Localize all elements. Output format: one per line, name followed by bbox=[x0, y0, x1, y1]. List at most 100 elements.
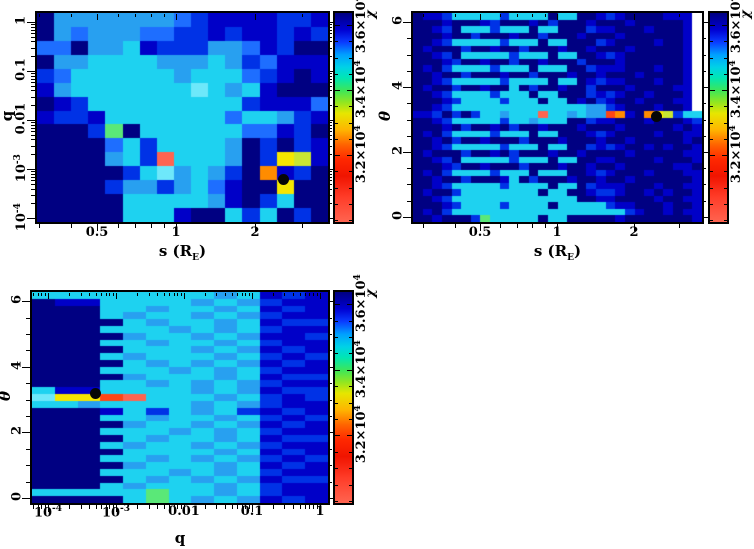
x-title-text: s (R bbox=[533, 242, 568, 260]
axis-tick bbox=[330, 184, 332, 185]
axis-tick bbox=[330, 449, 332, 450]
axis-tick bbox=[284, 505, 285, 509]
axis-tick bbox=[347, 90, 352, 91]
axis-tick bbox=[335, 468, 338, 469]
axis-tick bbox=[31, 76, 35, 77]
axis-tick bbox=[403, 87, 411, 88]
axis-tick bbox=[31, 146, 35, 147]
axis-tick bbox=[349, 419, 352, 420]
axis-tick bbox=[89, 505, 90, 509]
axis-tick bbox=[284, 293, 285, 296]
axis-tick bbox=[118, 224, 119, 228]
axis-tick bbox=[545, 224, 546, 228]
axis-tick bbox=[349, 337, 352, 338]
axis-tick bbox=[704, 103, 706, 104]
x-tick-label: 0.1 bbox=[240, 504, 264, 519]
y-tick-label: 10-4 bbox=[12, 203, 30, 232]
axis-tick bbox=[704, 120, 706, 121]
colorbar-q-vs-s bbox=[333, 11, 354, 224]
axis-tick bbox=[349, 220, 352, 221]
colorbar-tick-label: 3.6×104 bbox=[353, 0, 370, 54]
x-tick-label: 0.5 bbox=[85, 225, 109, 240]
axis-tick bbox=[349, 386, 352, 387]
axis-tick bbox=[135, 224, 136, 228]
axis-tick bbox=[69, 293, 70, 296]
axis-tick bbox=[349, 403, 352, 404]
axis-tick bbox=[423, 14, 424, 17]
axis-tick bbox=[500, 14, 501, 17]
axis-tick bbox=[349, 171, 352, 172]
axis-tick bbox=[330, 146, 332, 147]
heatmap-q-vs-s bbox=[37, 13, 328, 222]
axis-tick bbox=[335, 171, 338, 172]
axis-tick bbox=[704, 22, 709, 23]
axis-tick bbox=[407, 184, 411, 185]
axis-tick bbox=[31, 128, 35, 129]
axis-tick bbox=[330, 318, 332, 319]
axis-tick bbox=[335, 123, 338, 124]
axis-tick bbox=[255, 14, 256, 20]
axis-tick bbox=[39, 224, 40, 228]
axis-tick bbox=[517, 224, 518, 228]
axis-tick bbox=[31, 37, 35, 38]
axis-tick bbox=[335, 386, 338, 387]
axis-tick bbox=[26, 400, 30, 401]
axis-tick bbox=[48, 505, 49, 512]
axis-tick bbox=[330, 189, 332, 190]
axis-tick bbox=[31, 73, 35, 74]
axis-tick bbox=[330, 131, 332, 132]
axis-tick bbox=[252, 293, 253, 299]
axis-tick bbox=[704, 168, 706, 169]
colorbar-tick-label: 3.4×104 bbox=[352, 340, 370, 399]
axis-tick bbox=[302, 224, 303, 228]
axis-tick bbox=[81, 293, 82, 296]
axis-tick bbox=[423, 224, 424, 228]
axis-tick bbox=[330, 174, 332, 175]
axis-tick bbox=[71, 224, 72, 228]
axis-tick bbox=[330, 195, 332, 196]
axis-tick bbox=[232, 293, 233, 296]
x-tick-label: 0.01 bbox=[168, 504, 200, 519]
heatmap-theta-vs-q bbox=[32, 292, 328, 503]
axis-tick bbox=[174, 293, 175, 296]
axis-tick bbox=[97, 14, 98, 20]
axis-tick bbox=[335, 321, 338, 322]
axis-tick bbox=[237, 505, 238, 509]
axis-tick bbox=[407, 55, 411, 56]
axis-tick bbox=[33, 505, 34, 509]
axis-tick bbox=[26, 350, 30, 351]
x-tick-label: 10-3 bbox=[101, 504, 131, 521]
axis-tick bbox=[106, 293, 107, 296]
colorbar-tick-label: 3.6×104 bbox=[352, 274, 370, 333]
axis-tick bbox=[33, 293, 34, 296]
axis-tick bbox=[335, 353, 338, 354]
axis-tick bbox=[724, 220, 727, 221]
y-tick-label: 2 bbox=[390, 145, 406, 156]
axis-tick bbox=[722, 155, 727, 156]
axis-tick bbox=[704, 201, 706, 202]
axis-tick bbox=[347, 155, 352, 156]
axis-tick bbox=[302, 14, 303, 17]
axis-tick bbox=[313, 505, 314, 509]
axis-tick bbox=[118, 14, 119, 17]
axis-tick bbox=[31, 41, 35, 42]
best-fit-marker-q-vs-s bbox=[277, 174, 289, 186]
axis-tick bbox=[330, 86, 332, 87]
axis-tick bbox=[330, 180, 332, 181]
axis-tick bbox=[724, 41, 727, 42]
axis-tick bbox=[335, 58, 338, 59]
axis-tick bbox=[347, 435, 352, 436]
axis-tick bbox=[704, 184, 706, 185]
axis-tick bbox=[177, 293, 178, 296]
axis-tick bbox=[679, 14, 680, 17]
axis-tick bbox=[31, 82, 35, 83]
axis-tick bbox=[135, 14, 136, 17]
axis-tick bbox=[407, 201, 411, 202]
axis-tick bbox=[97, 224, 98, 231]
axis-tick bbox=[330, 79, 332, 80]
axis-tick bbox=[242, 293, 243, 296]
axis-tick bbox=[137, 505, 138, 509]
axis-tick bbox=[710, 123, 713, 124]
axis-tick bbox=[31, 171, 35, 172]
axis-tick bbox=[164, 505, 165, 509]
